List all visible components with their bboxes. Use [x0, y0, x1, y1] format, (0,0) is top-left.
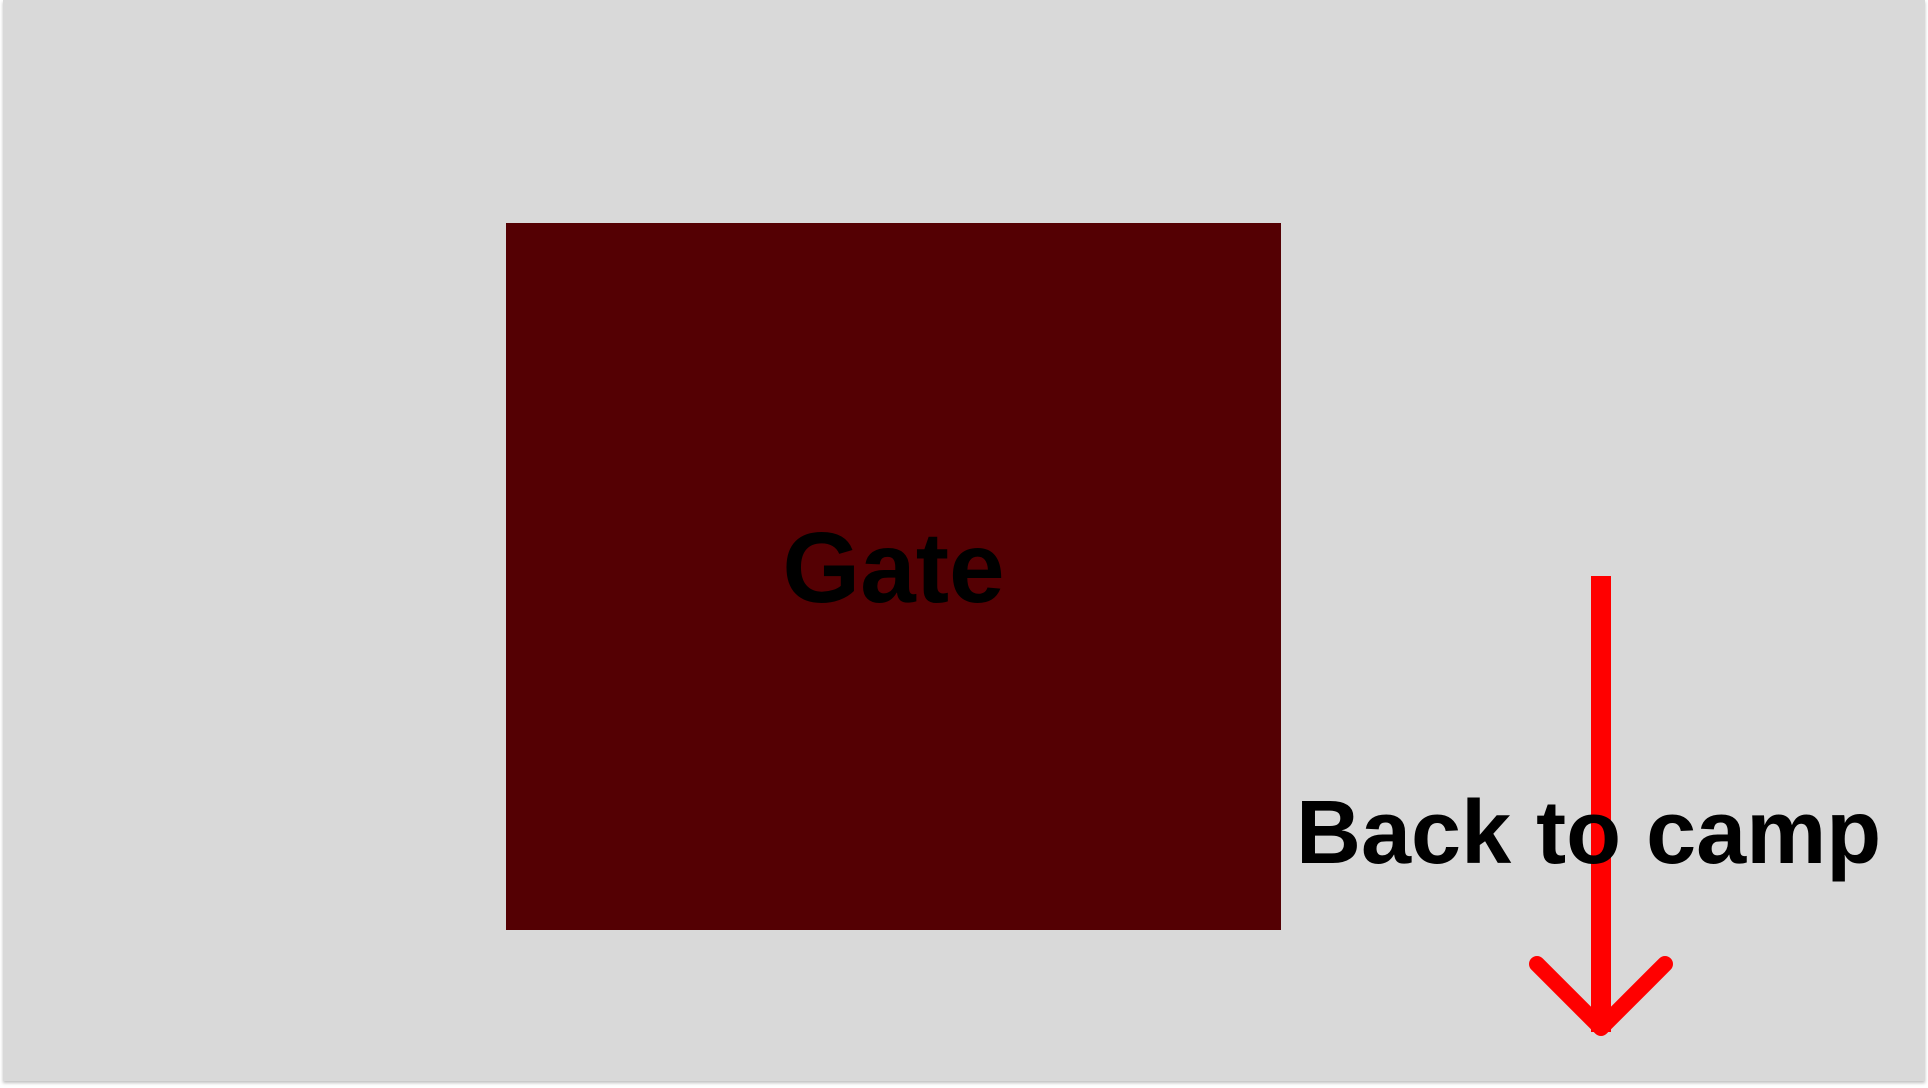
gate-label: Gate: [782, 511, 1005, 624]
back-to-camp-label[interactable]: Back to camp: [1296, 783, 1882, 883]
arrow-down-icon[interactable]: [1521, 570, 1681, 1050]
game-scene: Gate Back to camp: [3, 0, 1925, 1081]
gate-area[interactable]: Gate: [506, 223, 1281, 930]
